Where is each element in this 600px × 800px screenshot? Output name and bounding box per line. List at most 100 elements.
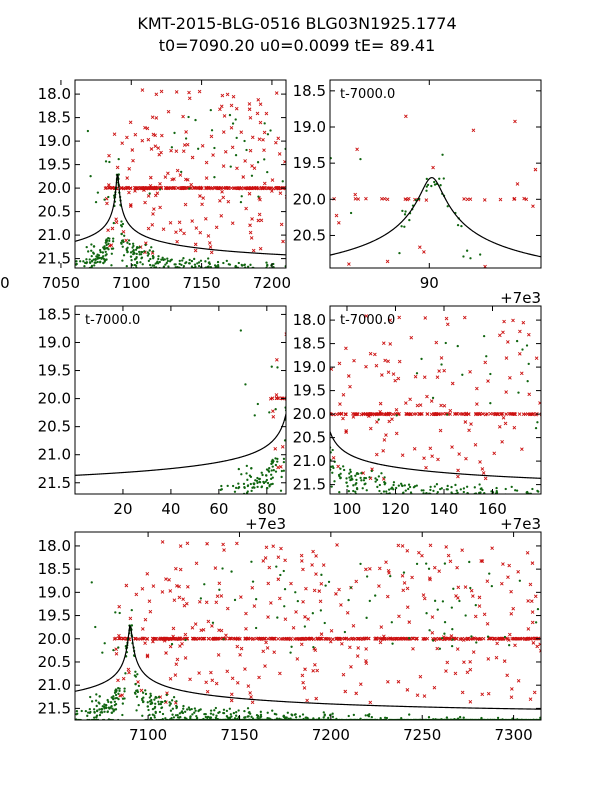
red-point: [180, 186, 185, 191]
red-point: [525, 637, 530, 641]
red-point: [263, 664, 267, 668]
green-point: [133, 252, 136, 255]
green-point: [258, 481, 262, 484]
red-point: [379, 625, 384, 629]
red-point: [511, 606, 516, 611]
green-point: [338, 490, 341, 494]
green-point: [121, 222, 125, 226]
red-point: [118, 636, 123, 641]
green-point: [112, 237, 115, 240]
red-point: [311, 549, 315, 554]
red-point: [346, 374, 351, 378]
green-point: [356, 487, 359, 491]
red-point: [361, 471, 366, 475]
red-point: [364, 567, 368, 572]
red-point: [501, 330, 505, 335]
green-point: [272, 262, 275, 266]
red-point: [482, 612, 487, 617]
green-point: [446, 413, 449, 416]
green-point: [317, 717, 321, 720]
red-point: [140, 88, 145, 92]
red-point: [434, 340, 439, 345]
y-tick-label: 20.5: [38, 418, 71, 436]
red-point: [390, 417, 394, 422]
red-point: [386, 679, 390, 684]
green-point: [444, 341, 447, 345]
red-point: [430, 615, 435, 619]
red-point: [249, 695, 253, 699]
red-point: [221, 542, 225, 547]
red-point: [261, 559, 266, 563]
green-point: [132, 244, 135, 247]
x-tick-label: 120: [381, 500, 410, 518]
green-point: [489, 372, 492, 376]
red-point: [315, 636, 320, 641]
green-point: [182, 707, 185, 710]
green-point: [250, 560, 253, 563]
green-point: [359, 562, 362, 566]
green-point: [232, 711, 236, 715]
green-point: [196, 716, 199, 720]
red-point: [432, 685, 437, 690]
green-point: [148, 263, 152, 267]
red-point: [223, 149, 228, 154]
red-point: [183, 632, 188, 637]
red-point: [128, 203, 133, 207]
green-point: [408, 713, 411, 716]
red-point: [448, 412, 452, 416]
red-point: [356, 412, 360, 416]
red-point: [454, 594, 458, 598]
red-point: [380, 196, 384, 201]
red-point: [319, 581, 324, 586]
red-point: [218, 636, 223, 641]
x-tick-label: 60: [209, 500, 228, 518]
green-point: [182, 257, 185, 260]
red-point: [162, 636, 167, 641]
green-point: [226, 716, 229, 719]
green-point: [252, 486, 255, 489]
red-point: [453, 671, 458, 676]
red-point: [197, 671, 201, 675]
green-point: [469, 586, 472, 590]
green-point: [253, 482, 256, 485]
green-point: [489, 402, 492, 405]
red-point: [404, 114, 408, 119]
red-point: [117, 636, 122, 641]
red-point: [480, 692, 485, 697]
red-point: [377, 566, 382, 571]
red-point: [275, 396, 279, 401]
green-point: [154, 702, 157, 705]
red-point: [460, 637, 464, 641]
green-point: [165, 693, 168, 697]
red-point: [370, 412, 375, 417]
green-point: [240, 473, 243, 476]
red-point: [504, 412, 508, 416]
red-point: [273, 447, 278, 451]
red-point: [246, 636, 251, 641]
red-point: [478, 637, 483, 641]
red-point: [200, 202, 204, 207]
x-tick-label: 100: [333, 500, 362, 518]
green-point: [235, 711, 238, 714]
red-point: [203, 216, 208, 221]
green-point: [361, 487, 364, 490]
red-point: [387, 571, 391, 575]
green-point: [225, 709, 229, 712]
green-point: [504, 487, 507, 491]
green-point: [479, 487, 482, 491]
red-point: [222, 114, 227, 118]
green-point: [228, 113, 232, 117]
red-point: [529, 599, 534, 604]
green-point: [158, 260, 161, 264]
red-point: [464, 412, 469, 417]
green-point: [94, 699, 98, 702]
red-point: [215, 594, 220, 599]
red-point: [120, 141, 125, 146]
red-point: [264, 640, 268, 645]
green-point: [349, 478, 352, 482]
green-point: [140, 257, 143, 260]
green-point: [101, 651, 104, 654]
green-point: [536, 489, 539, 493]
red-point: [160, 133, 164, 138]
green-point: [108, 160, 111, 164]
